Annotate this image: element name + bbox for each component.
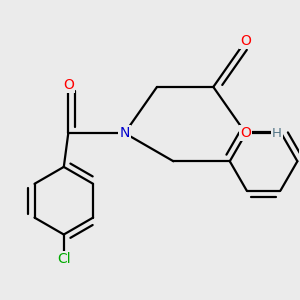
Text: O: O — [240, 34, 251, 48]
Text: N: N — [119, 126, 130, 140]
Text: Cl: Cl — [57, 252, 70, 266]
Text: O: O — [63, 78, 74, 92]
Text: O: O — [240, 126, 251, 140]
Text: H: H — [272, 127, 282, 140]
